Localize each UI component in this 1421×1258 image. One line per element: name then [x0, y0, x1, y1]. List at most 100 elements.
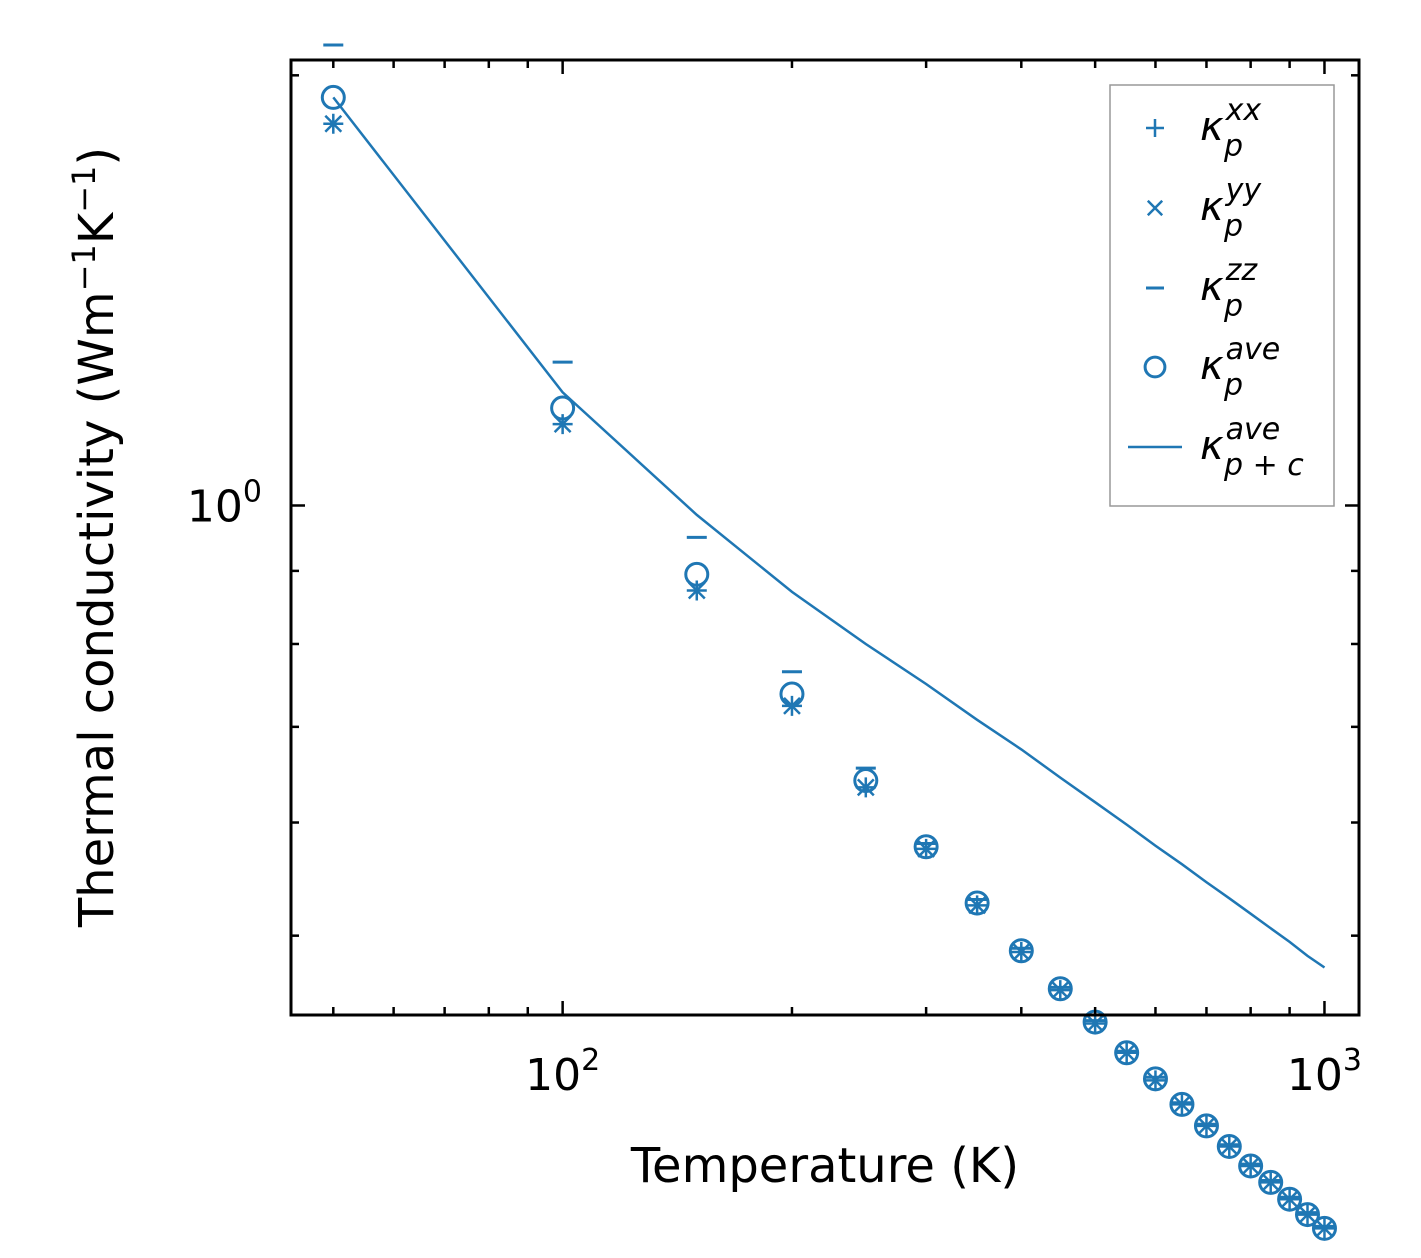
- y-axis-label-exp-2: −1: [65, 166, 103, 213]
- point-kappa_p_ave-17: [1277, 1186, 1303, 1212]
- point-kappa_p_yy-14-shape: [1220, 1137, 1239, 1156]
- legend-entry-kappa_p_zz-label-base: κ: [1200, 264, 1224, 310]
- point-kappa_p_yy-11: [1146, 1071, 1165, 1090]
- legend-entry-kappa_p_zz-label: κzz p: [1200, 253, 1258, 324]
- x-tick-label-exp-1: 3: [1343, 1043, 1362, 1078]
- point-kappa_p_ave-12: [1169, 1091, 1195, 1117]
- point-kappa_p_ave-19-shape: [1311, 1215, 1337, 1241]
- y-axis-label-unit-1: Wm: [69, 291, 125, 385]
- point-kappa_p_yy-12: [1173, 1095, 1191, 1114]
- point-kappa_p_ave-14: [1216, 1133, 1242, 1159]
- point-kappa_p_ave-17-shape: [1277, 1186, 1303, 1212]
- point-kappa_p_ave-1-shape: [550, 395, 576, 421]
- point-kappa_p_ave-10-shape: [1114, 1040, 1140, 1066]
- legend-entry-kappa_p_zz-label-sup: zz: [1225, 253, 1259, 288]
- point-kappa_p_ave-18-shape: [1295, 1202, 1321, 1228]
- point-kappa_p_ave-2-shape: [684, 561, 710, 587]
- legend-entry-kappa_pc_ave-label-sub: p + c: [1223, 448, 1304, 483]
- point-kappa_p_ave-2: [684, 561, 710, 587]
- legend-frame: [1109, 84, 1335, 507]
- y-tick-label-0: 100: [187, 474, 262, 532]
- point-kappa_p_ave-16-shape: [1258, 1169, 1284, 1195]
- point-kappa_p_yy-19: [1315, 1219, 1334, 1238]
- y-tick-label-exp-0: 0: [243, 474, 262, 509]
- x-tick-label-1: 103: [1287, 1043, 1362, 1101]
- point-kappa_p_ave-7: [1008, 938, 1034, 964]
- y-axis-label-exp-1: −1: [65, 244, 103, 291]
- legend-entry-kappa_p_ave: κave p: [1143, 332, 1280, 403]
- point-kappa_p_ave-13: [1193, 1113, 1219, 1139]
- legend-entry-kappa_p_xx-label-sub: p: [1223, 129, 1243, 164]
- legend-entry-kappa_p_xx-label: κxx p: [1200, 93, 1261, 164]
- legend-entry-kappa_p_xx-handle-shape: [1146, 119, 1164, 137]
- point-kappa_p_yy-0: [324, 114, 343, 133]
- point-kappa_p_yy-14: [1220, 1137, 1239, 1156]
- point-kappa_p_yy-15-shape: [1241, 1157, 1260, 1175]
- point-kappa_p_yy-9-shape: [1086, 1014, 1105, 1033]
- legend-entry-kappa_p_ave-label-sub: p: [1223, 368, 1243, 403]
- point-kappa_p_ave-18: [1295, 1202, 1321, 1228]
- y-axis-label-main: Thermal conductivity (: [69, 386, 125, 929]
- series-kappa_p_yy: [324, 114, 1334, 1238]
- point-kappa_p_ave-3: [779, 681, 805, 707]
- point-kappa_p_ave-8-shape: [1047, 976, 1073, 1002]
- y-axis-label-close: ): [69, 147, 125, 166]
- legend-entry-kappa_pc_ave-label-sup: ave: [1226, 412, 1281, 447]
- legend-entry-kappa_p_ave-label-sup: ave: [1226, 332, 1281, 367]
- point-kappa_p_yy-4: [856, 778, 875, 797]
- data-layer: [320, 43, 1337, 1241]
- series-kappa_p_zz: [323, 43, 1335, 1228]
- point-kappa_p_ave-5: [913, 834, 939, 860]
- point-kappa_p_yy-8: [1051, 981, 1070, 1000]
- point-kappa_p_yy-18-shape: [1298, 1205, 1317, 1224]
- point-kappa_p_yy-17: [1280, 1190, 1299, 1209]
- point-kappa_p_ave-4: [853, 768, 879, 794]
- point-kappa_p_ave-6: [964, 890, 990, 916]
- legend-entry-kappa_p_zz: κzz p: [1146, 253, 1258, 324]
- point-kappa_p_ave-0: [320, 84, 346, 110]
- point-kappa_p_yy-18: [1298, 1205, 1317, 1224]
- point-kappa_p_yy-0-shape: [324, 114, 343, 133]
- point-kappa_p_ave-4-shape: [853, 768, 879, 794]
- point-kappa_p_yy-9: [1086, 1014, 1105, 1033]
- legend-entry-kappa_p_zz-label-sub: p: [1223, 289, 1243, 324]
- legend-entry-kappa_pc_ave: κave p + c: [1128, 412, 1304, 483]
- plot-frame: [289, 58, 1361, 1017]
- y-axis-label-unit-2: K: [69, 211, 125, 244]
- point-kappa_p_yy-11-shape: [1146, 1071, 1165, 1090]
- point-kappa_p_ave-16: [1258, 1169, 1284, 1195]
- point-kappa_p_ave-11: [1142, 1066, 1168, 1092]
- point-kappa_p_ave-1: [550, 395, 576, 421]
- x-tick-label-base-0: 10: [525, 1050, 581, 1101]
- series-line-kappa_pc_ave: [332, 96, 1326, 969]
- point-kappa_p_ave-7-shape: [1008, 938, 1034, 964]
- point-kappa_p_yy-17-shape: [1280, 1190, 1299, 1209]
- point-kappa_p_yy-4-shape: [856, 778, 875, 797]
- legend-entry-kappa_p_xx: κxx p: [1146, 93, 1261, 164]
- legend-entry-kappa_p_xx-label-sup: xx: [1225, 93, 1262, 128]
- legend-entry-kappa_p_yy-label-sup: yy: [1225, 173, 1263, 208]
- legend-entry-kappa_p_ave-label: κave p: [1200, 332, 1280, 403]
- legend-entry-kappa_p_ave-label-base: κ: [1200, 343, 1224, 389]
- series-kappa_p_ave: [320, 84, 1337, 1241]
- legend-entry-kappa_p_yy: κyy p: [1146, 173, 1262, 244]
- point-kappa_p_ave-10: [1114, 1040, 1140, 1066]
- point-kappa_p_ave-12-shape: [1169, 1091, 1195, 1117]
- x-axis-label: Temperature (K): [630, 1138, 1019, 1194]
- x-tick-label-exp-0: 2: [581, 1043, 600, 1078]
- legend-entry-kappa_p_yy-label-base: κ: [1200, 184, 1224, 230]
- point-kappa_p_yy-16-shape: [1261, 1173, 1280, 1192]
- point-kappa_p_ave-11-shape: [1142, 1066, 1168, 1092]
- point-kappa_p_yy-8-shape: [1051, 981, 1070, 1000]
- legend-entry-kappa_pc_ave-label: κave p + c: [1200, 412, 1304, 483]
- legend-entry-kappa_p_yy-label-sub: p: [1223, 209, 1243, 244]
- point-kappa_p_yy-7-shape: [1012, 943, 1031, 961]
- legend-entry-kappa_p_yy-label: κyy p: [1200, 173, 1262, 244]
- point-kappa_p_ave-14-shape: [1216, 1133, 1242, 1159]
- point-kappa_p_ave-15: [1238, 1153, 1264, 1179]
- x-tick-label-0: 102: [525, 1043, 600, 1101]
- legend-entry-kappa_p_yy-handle: [1146, 199, 1164, 217]
